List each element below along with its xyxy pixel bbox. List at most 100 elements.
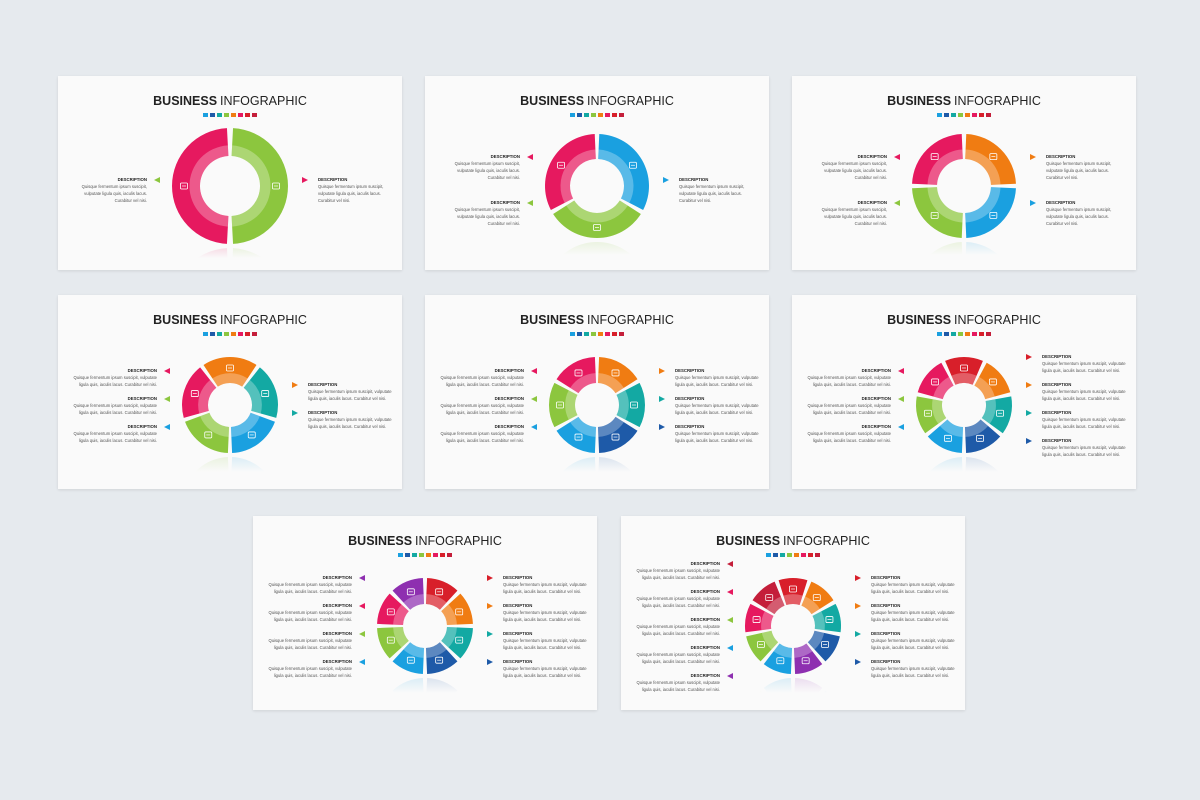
color-dot (584, 113, 589, 117)
printer-icon (190, 390, 199, 397)
description-text: Quisque fermentum ipsum suscipit, vulput… (268, 582, 352, 594)
briefcase-icon (557, 161, 565, 169)
description-text: Quisque fermentum ipsum suscipit, vulput… (440, 431, 524, 443)
description-heading: DESCRIPTION (490, 200, 520, 205)
description-text: Quisque fermentum ipsum suscipit, vulput… (503, 582, 587, 594)
store-icon (765, 594, 774, 602)
description-text: Quisque fermentum ipsum suscipit, vulput… (308, 417, 392, 429)
description-heading: DESCRIPTION (871, 575, 901, 580)
segment-highlight (598, 149, 634, 203)
description-text: Quisque fermentum ipsum suscipit, vulput… (503, 666, 587, 678)
slide-title: BUSINESS INFOGRAPHIC (253, 534, 597, 548)
pointer-triangle-green (898, 396, 904, 402)
reflection-fade (621, 676, 965, 710)
color-dot (224, 113, 229, 117)
slide-title: BUSINESS INFOGRAPHIC (621, 534, 965, 548)
description-text: Quisque fermentum ipsum suscipit, vulput… (636, 596, 720, 608)
pointer-triangle-red (1026, 354, 1032, 360)
segment-highlight (965, 187, 1001, 223)
segment-highlight (230, 412, 260, 437)
description-block-left: DESCRIPTION Quisque fermentum ipsum susci… (621, 616, 720, 637)
title-bold: BUSINESS (716, 534, 781, 548)
cycle-wheel (425, 134, 769, 270)
wheel-segment-magenta (377, 593, 409, 626)
description-text: Quisque fermentum ipsum suscipit, vulput… (679, 184, 745, 203)
description-heading: DESCRIPTION (861, 368, 891, 373)
description-block-right: DESCRIPTION Quisque fermentum ipsum susci… (318, 176, 402, 204)
lock-icon (924, 409, 932, 417)
printer-icon (931, 378, 939, 386)
color-dot (612, 113, 617, 117)
description-text: Quisque fermentum ipsum suscipit, vulput… (268, 610, 352, 622)
color-dot (815, 553, 820, 557)
description-text: Quisque fermentum ipsum suscipit, vulput… (268, 638, 352, 650)
title-color-dots (425, 332, 769, 336)
description-block-left: DESCRIPTION Quisque fermentum ipsum susci… (621, 644, 720, 665)
slide-title: BUSINESS INFOGRAPHIC (58, 313, 402, 327)
bank-icon (593, 224, 601, 231)
reflection-fade (425, 455, 769, 489)
slide-3: BUSINESS INFOGRAPHIC DESCRIPTION Quisque fe… (792, 76, 1136, 270)
segment-highlight (793, 643, 813, 658)
color-dot (598, 332, 603, 336)
segment-highlight (243, 380, 262, 414)
description-heading: DESCRIPTION (127, 368, 157, 373)
description-text: Quisque fermentum ipsum suscipit, vulput… (636, 652, 720, 664)
color-dot (808, 553, 813, 557)
wheel-segment-navy (597, 416, 638, 453)
color-dot (944, 332, 949, 336)
description-block-right: DESCRIPTION Quisque fermentum ipsum susci… (1042, 409, 1136, 430)
printer-icon (574, 369, 583, 377)
segment-highlight (974, 376, 995, 400)
description-text: Quisque fermentum ipsum suscipit, vulput… (503, 638, 587, 650)
wheel-segment-green (185, 412, 230, 453)
description-text: Quisque fermentum ipsum suscipit, vulput… (807, 431, 891, 443)
segment-highlight (393, 604, 409, 626)
pointer-triangle-green (154, 177, 160, 183)
title-light: INFOGRAPHIC (954, 94, 1041, 108)
segment-highlight (766, 596, 785, 615)
pointer-triangle-blue (898, 424, 904, 430)
description-heading: DESCRIPTION (679, 177, 709, 182)
store-icon (386, 608, 395, 616)
description-heading: DESCRIPTION (1042, 354, 1072, 359)
title-color-dots (621, 553, 965, 557)
segment-highlight (200, 412, 230, 437)
reflection-fade (253, 676, 597, 710)
color-dot (419, 553, 424, 557)
description-heading: DESCRIPTION (308, 382, 338, 387)
description-text: Quisque fermentum ipsum suscipit, vulput… (1042, 417, 1126, 429)
description-block-right: DESCRIPTION Quisque fermentum ipsum susci… (1042, 353, 1136, 374)
description-heading: DESCRIPTION (490, 154, 520, 159)
color-dot (210, 332, 215, 336)
description-text: Quisque fermentum ipsum suscipit, vulput… (871, 666, 955, 678)
lock-icon (757, 641, 765, 648)
wheel-segment-magenta (744, 603, 774, 633)
title-bold: BUSINESS (887, 94, 952, 108)
calendar-icon (386, 636, 395, 644)
color-dot (986, 332, 991, 336)
description-block-right: DESCRIPTION Quisque fermentum ipsum susci… (1046, 199, 1136, 227)
description-heading: DESCRIPTION (322, 631, 352, 636)
color-dot (231, 332, 236, 336)
segment-highlight (566, 200, 628, 223)
pointer-triangle-navy (1026, 438, 1032, 444)
store-icon (226, 364, 234, 372)
segment-highlight (807, 630, 825, 650)
description-text: Quisque fermentum ipsum suscipit, vulput… (318, 184, 384, 203)
description-heading: DESCRIPTION (675, 396, 705, 401)
color-dot (405, 553, 410, 557)
description-text: Quisque fermentum ipsum suscipit, vulput… (636, 624, 720, 636)
segment-highlight (932, 399, 947, 424)
color-dot (203, 113, 208, 117)
title-light: INFOGRAPHIC (783, 534, 870, 548)
description-block-left: DESCRIPTION Quisque fermentum ipsum susci… (58, 423, 157, 444)
title-color-dots (58, 332, 402, 336)
color-dot (433, 553, 438, 557)
pointer-triangle-orange (487, 603, 493, 609)
title-light: INFOGRAPHIC (415, 534, 502, 548)
color-dot (584, 332, 589, 336)
color-dot (224, 332, 229, 336)
description-heading: DESCRIPTION (861, 424, 891, 429)
cycle-wheel (621, 577, 965, 710)
